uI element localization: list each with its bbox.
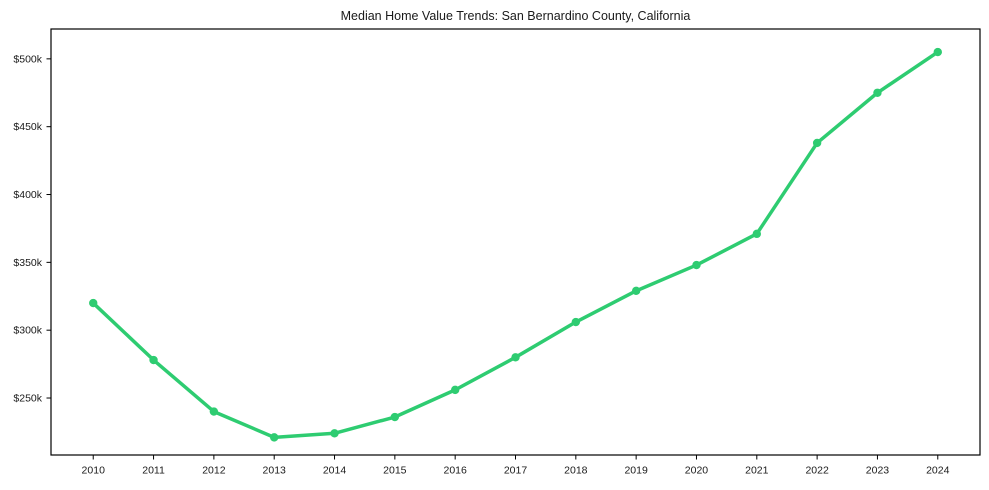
data-point bbox=[270, 433, 279, 442]
x-tick-label: 2013 bbox=[263, 465, 287, 477]
x-tick-label: 2012 bbox=[202, 465, 226, 477]
data-point bbox=[511, 353, 520, 362]
x-tick-label: 2019 bbox=[624, 465, 648, 477]
x-tick-label: 2024 bbox=[926, 465, 950, 477]
x-tick-label: 2017 bbox=[504, 465, 528, 477]
data-point bbox=[812, 138, 822, 148]
plot-border bbox=[50, 28, 981, 456]
chart-title: Median Home Value Trends: San Bernardino… bbox=[340, 9, 691, 23]
data-point bbox=[390, 412, 400, 422]
x-tick-label: 2018 bbox=[564, 465, 588, 477]
x-tick-label: 2020 bbox=[685, 465, 709, 477]
data-point bbox=[692, 260, 701, 270]
y-tick-label: $450k bbox=[13, 121, 42, 133]
trend-line bbox=[91, 50, 940, 440]
x-tick-label: 2014 bbox=[323, 465, 347, 477]
data-point bbox=[571, 317, 581, 327]
data-point bbox=[89, 298, 98, 308]
data-point bbox=[330, 429, 339, 438]
data-point bbox=[873, 88, 882, 97]
x-tick-label: 2010 bbox=[82, 465, 106, 477]
data-point bbox=[209, 407, 219, 416]
y-tick-label: $500k bbox=[13, 53, 42, 65]
x-tick-label: 2022 bbox=[805, 465, 829, 477]
y-tick-label: $300k bbox=[13, 325, 42, 337]
data-point bbox=[752, 229, 761, 239]
data-point bbox=[933, 47, 942, 57]
x-tick-label: 2016 bbox=[443, 465, 467, 477]
x-tick-label: 2015 bbox=[383, 465, 407, 477]
x-tick-label: 2021 bbox=[745, 465, 769, 477]
y-tick-label: $250k bbox=[13, 393, 42, 405]
data-point bbox=[149, 355, 158, 365]
x-tick-label: 2011 bbox=[142, 465, 165, 477]
data-point bbox=[631, 286, 641, 296]
y-tick-label: $400k bbox=[13, 189, 42, 201]
y-tick-label: $350k bbox=[13, 257, 42, 269]
x-tick-label: 2023 bbox=[866, 465, 890, 477]
data-point bbox=[450, 385, 460, 395]
